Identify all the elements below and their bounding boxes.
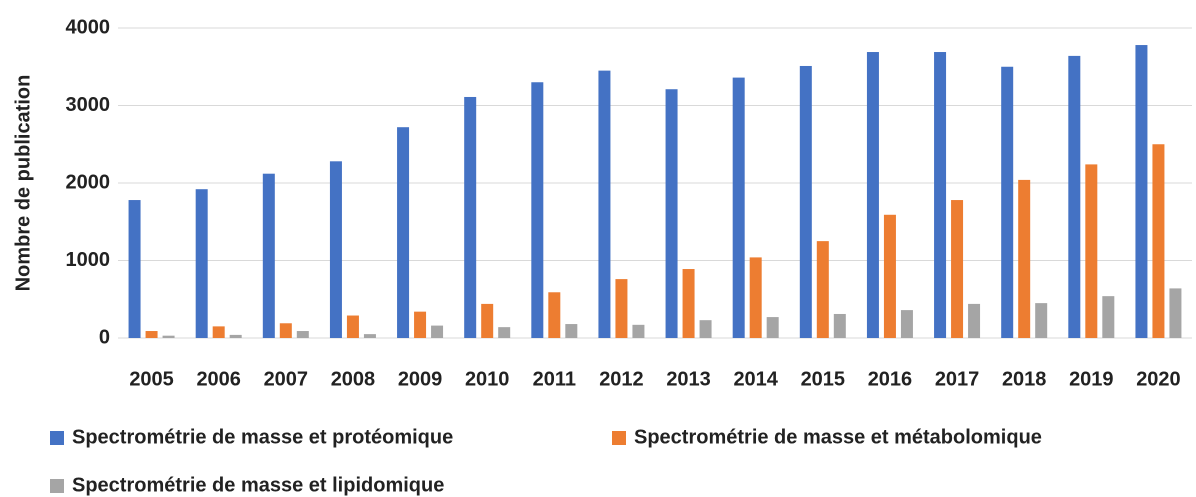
bar [1018, 179, 1031, 338]
bar [1169, 288, 1182, 338]
y-axis-label: Nombre de publication [12, 75, 34, 292]
x-tick-label: 2008 [331, 368, 376, 390]
bar [346, 315, 359, 338]
bar [749, 257, 762, 338]
bar [481, 303, 494, 338]
bar [632, 324, 645, 338]
bar [1102, 296, 1115, 338]
x-tick-label: 2012 [599, 368, 644, 390]
y-tick-label: 2000 [66, 171, 111, 193]
bar [397, 127, 410, 338]
bar [816, 241, 829, 338]
bar [1035, 303, 1048, 338]
bar [1068, 55, 1081, 339]
bar [1135, 45, 1148, 339]
x-tick-label: 2005 [129, 368, 174, 390]
legend-swatch [612, 431, 626, 445]
x-tick-label: 2013 [666, 368, 711, 390]
bar [866, 52, 879, 339]
bar [329, 161, 342, 338]
y-tick-label: 4000 [66, 16, 111, 38]
bar [615, 279, 628, 338]
x-tick-label: 2020 [1136, 368, 1181, 390]
bar [732, 77, 745, 338]
bar [363, 334, 376, 338]
bar [766, 317, 779, 338]
bar [212, 326, 225, 338]
legend-swatch [50, 431, 64, 445]
bar [431, 325, 444, 338]
legend-label: Spectrométrie de masse et protéomique [72, 426, 453, 448]
legend-label: Spectrométrie de masse et métabolomique [634, 426, 1042, 448]
bar [682, 269, 695, 338]
bar [296, 331, 309, 338]
bar [531, 82, 544, 338]
bar [565, 324, 578, 338]
bar [128, 200, 141, 338]
x-tick-label: 2014 [733, 368, 778, 390]
bar [229, 334, 242, 338]
bar [279, 323, 292, 338]
x-tick-label: 2009 [398, 368, 443, 390]
y-tick-label: 1000 [66, 249, 111, 271]
bar [1001, 66, 1014, 338]
x-tick-label: 2011 [533, 368, 576, 390]
x-tick-label: 2015 [801, 368, 846, 390]
bar [548, 292, 561, 338]
bar [1152, 144, 1165, 338]
bar [665, 89, 678, 338]
x-tick-label: 2019 [1069, 368, 1114, 390]
y-tick-label: 3000 [66, 94, 111, 116]
bar [799, 65, 812, 338]
bar [699, 320, 712, 338]
bar [195, 189, 208, 338]
bar [498, 327, 511, 338]
bar [464, 96, 477, 338]
bar [262, 173, 275, 338]
bar [145, 331, 158, 338]
bar [162, 335, 175, 338]
y-tick-label: 0 [99, 326, 110, 348]
x-tick-label: 2018 [1002, 368, 1047, 390]
bar [968, 303, 981, 338]
bar [951, 200, 964, 338]
x-tick-label: 2017 [935, 368, 980, 390]
legend-label: Spectrométrie de masse et lipidomique [72, 474, 444, 496]
x-tick-label: 2007 [264, 368, 309, 390]
legend-swatch [50, 479, 64, 493]
bar [900, 310, 913, 338]
x-tick-label: 2016 [868, 368, 913, 390]
bar [883, 214, 896, 338]
bar [934, 52, 947, 339]
bar [598, 70, 611, 338]
bar [1085, 164, 1098, 338]
x-tick-label: 2006 [196, 368, 241, 390]
bar [833, 313, 846, 338]
x-tick-label: 2010 [465, 368, 510, 390]
bar [414, 311, 427, 338]
